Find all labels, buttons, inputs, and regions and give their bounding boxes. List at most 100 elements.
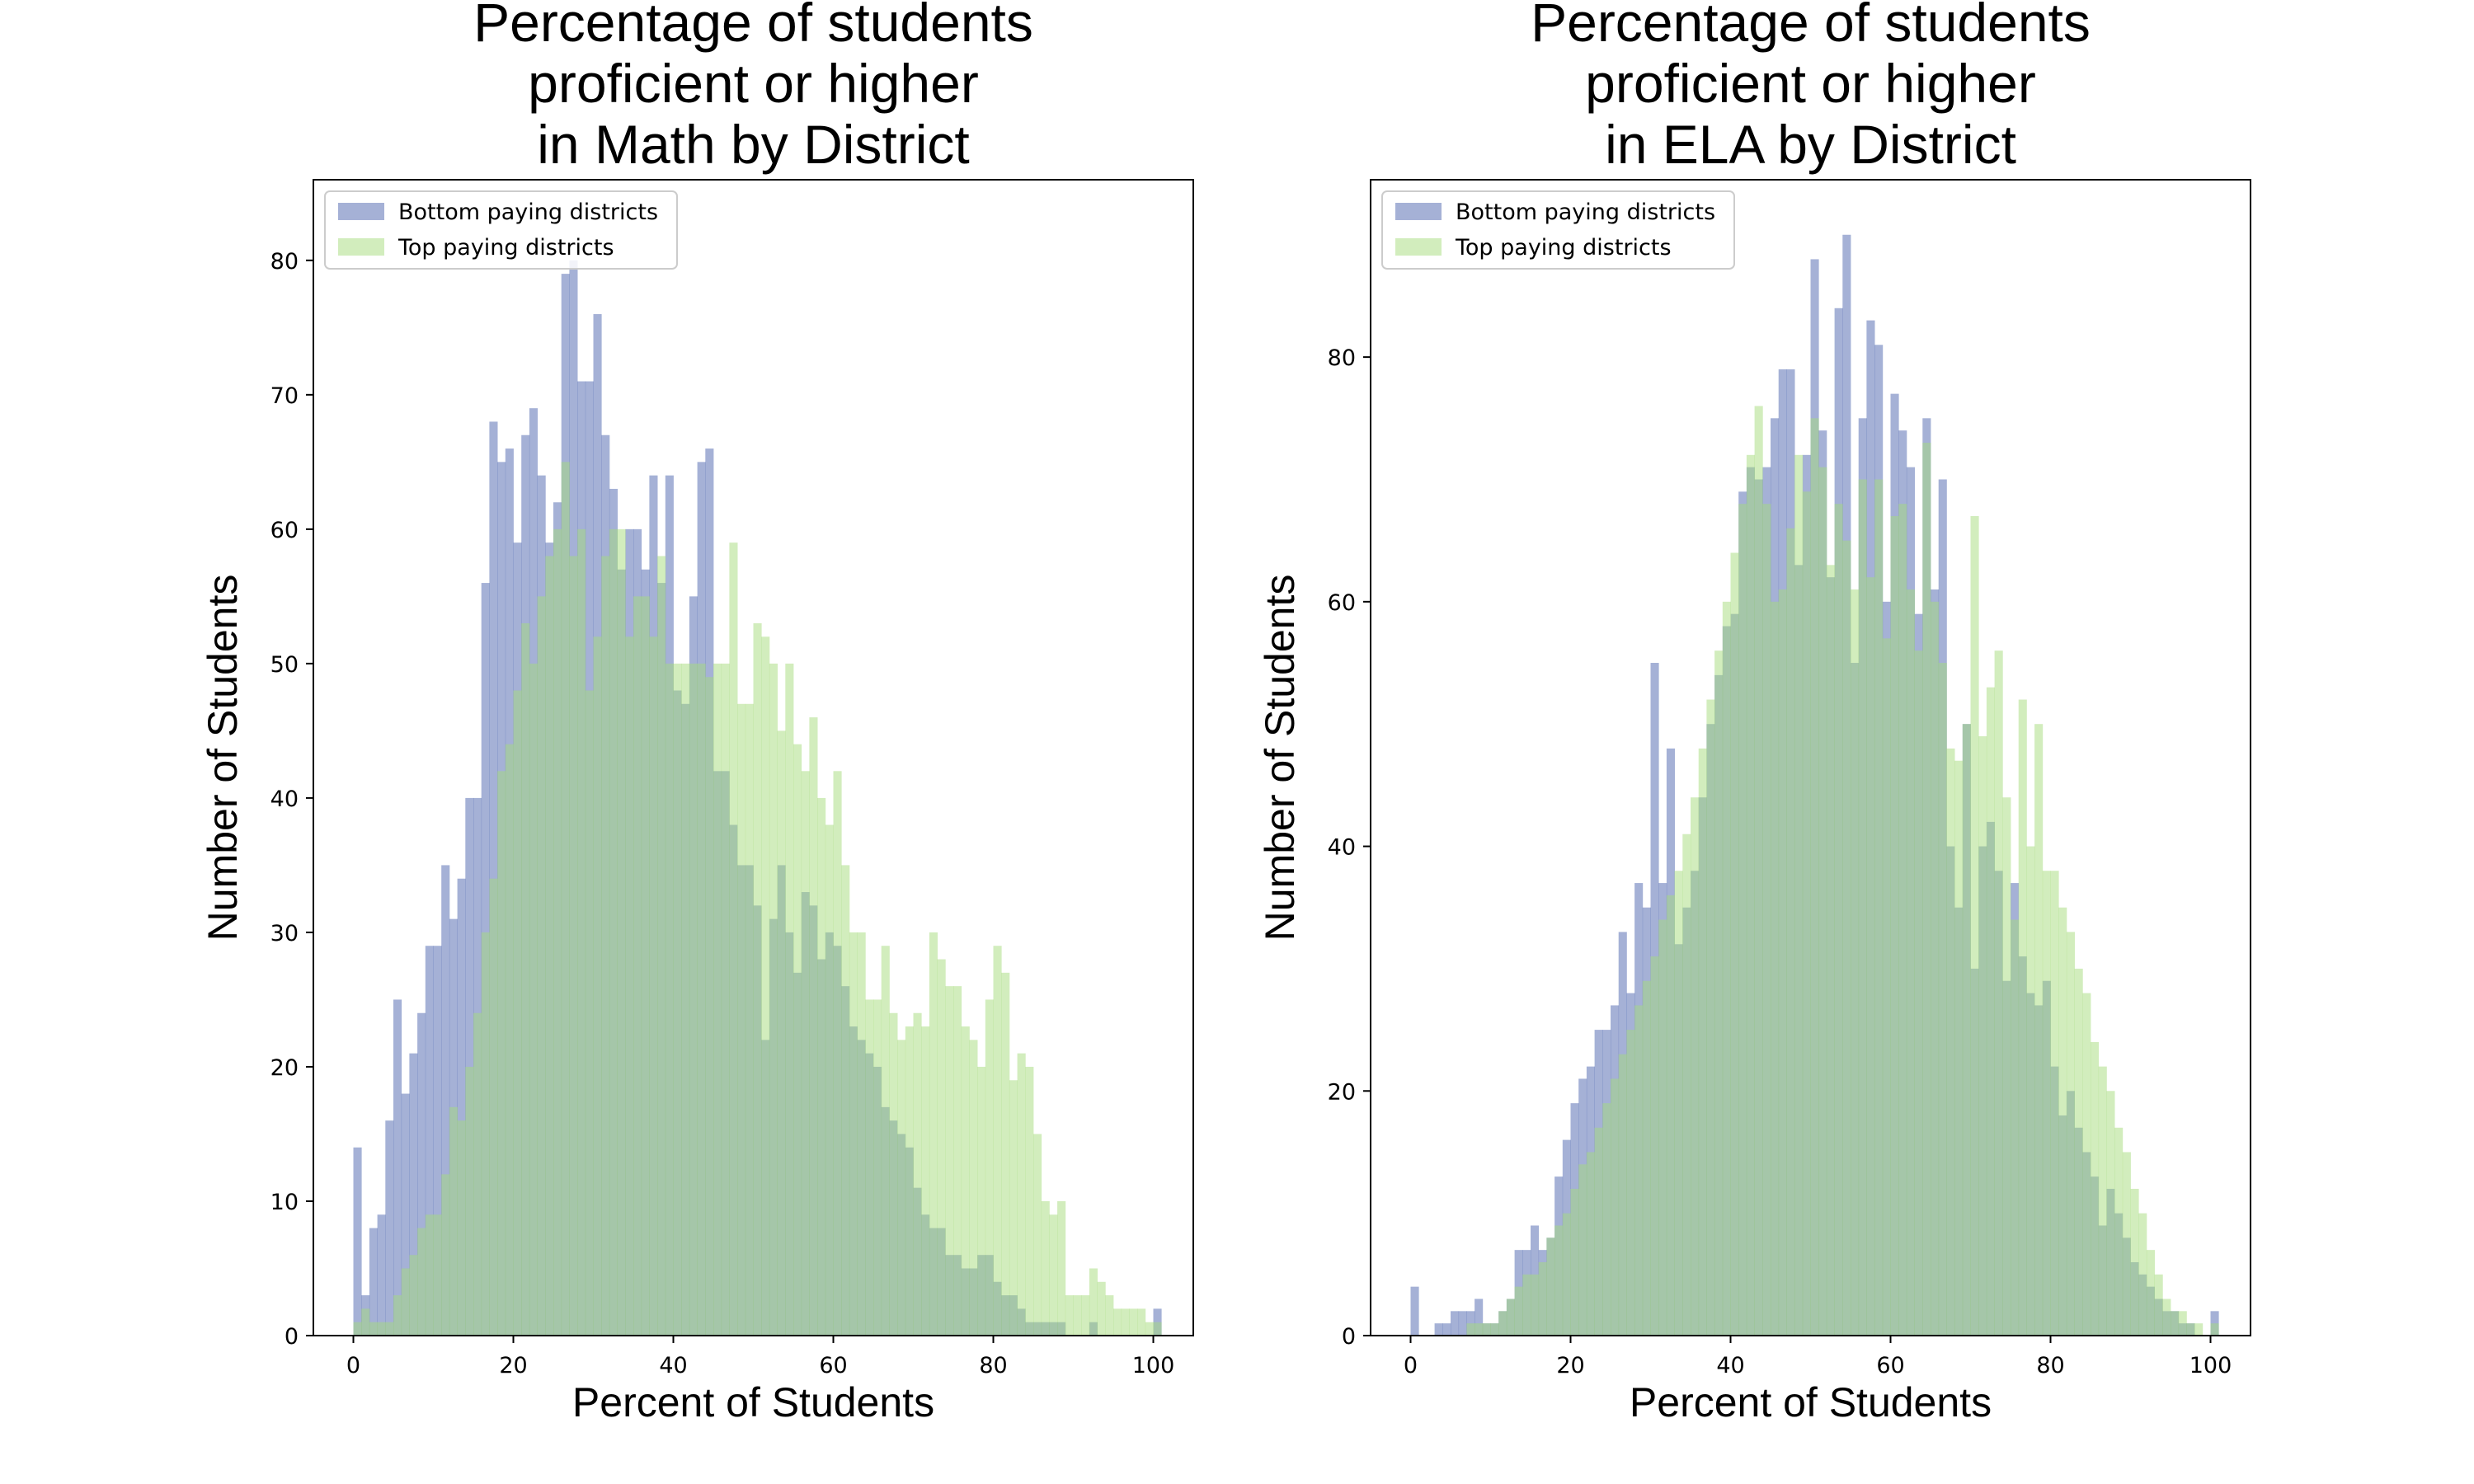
histogram-bar xyxy=(2066,932,2075,1336)
histogram-bar xyxy=(737,703,746,1336)
histogram-bar xyxy=(1986,687,1995,1336)
histogram-bar xyxy=(1033,1134,1042,1336)
histogram-bar xyxy=(633,596,642,1336)
histogram-bar xyxy=(593,636,602,1336)
histogram-bar xyxy=(1001,972,1010,1336)
histogram-bar xyxy=(1954,760,1964,1336)
histogram-bar xyxy=(1009,1080,1018,1336)
histogram-bar xyxy=(1722,601,1731,1336)
histogram-bar xyxy=(1691,797,1700,1336)
histogram-bar xyxy=(1153,1322,1162,1336)
histogram-bar xyxy=(1611,1078,1620,1336)
histogram-bar xyxy=(993,946,1002,1336)
histogram-bar xyxy=(441,1174,450,1336)
histogram-bar xyxy=(425,1214,434,1336)
histogram-bar xyxy=(1746,454,1755,1336)
histogram-bar xyxy=(1754,406,1763,1336)
histogram-bar xyxy=(1970,515,1979,1336)
histogram-bar xyxy=(1594,1127,1603,1336)
histogram-bar xyxy=(889,1012,898,1336)
histogram-bar xyxy=(2186,1323,2195,1336)
histogram-bar xyxy=(497,771,506,1336)
histogram-bar xyxy=(1962,724,1971,1336)
histogram-bar xyxy=(945,986,954,1336)
histogram-bar xyxy=(857,932,866,1336)
histogram-bar xyxy=(401,1268,410,1336)
histogram-bar xyxy=(1522,1274,1531,1336)
x-tick-label: 80 xyxy=(2036,1353,2064,1378)
histogram-bar xyxy=(425,946,434,1336)
math-legend xyxy=(324,190,678,270)
x-tick-label: 40 xyxy=(659,1353,687,1378)
ela-title-line-3: in ELA by District xyxy=(1605,114,2016,175)
histogram-bar xyxy=(369,1322,378,1336)
x-tick-label: 0 xyxy=(1404,1353,1418,1378)
histogram-bar xyxy=(1073,1295,1082,1336)
histogram-bar xyxy=(937,959,946,1336)
histogram-bar xyxy=(1105,1295,1114,1336)
x-tick-label: 0 xyxy=(346,1353,360,1378)
histogram-bar xyxy=(417,1228,426,1336)
histogram-bar xyxy=(1906,589,1915,1336)
histogram-bar xyxy=(1642,980,1651,1336)
math-title-line-3: in Math by District xyxy=(537,114,969,175)
histogram-bar xyxy=(1531,1274,1540,1336)
histogram-bar xyxy=(913,1012,922,1336)
histogram-bar xyxy=(649,636,658,1336)
histogram-bar xyxy=(1834,504,1843,1336)
y-tick-label: 40 xyxy=(1328,835,1356,861)
histogram-bar xyxy=(1698,748,1707,1336)
histogram-bar xyxy=(2210,1323,2219,1336)
histogram-bar xyxy=(761,636,770,1336)
histogram-bar xyxy=(1874,479,1884,1336)
histogram-bar xyxy=(1475,1323,1484,1336)
histogram-bar xyxy=(385,1120,394,1336)
histogram-bar xyxy=(793,744,802,1336)
histogram-bar xyxy=(1578,1164,1587,1336)
histogram-bar xyxy=(1562,1213,1571,1336)
x-tick-label: 60 xyxy=(1876,1353,1904,1378)
x-tick-label: 60 xyxy=(819,1353,847,1378)
histogram-bar xyxy=(1554,1225,1564,1336)
histogram-bar xyxy=(409,1053,418,1336)
histogram-bar xyxy=(513,690,522,1336)
histogram-bar xyxy=(1626,1030,1635,1336)
histogram-bar xyxy=(1498,1311,1507,1336)
histogram-bar xyxy=(1682,834,1691,1336)
histogram-bar xyxy=(2178,1311,2187,1336)
histogram-bar xyxy=(1978,736,1987,1336)
histogram-bar xyxy=(953,986,962,1336)
histogram-bar xyxy=(1786,528,1795,1336)
histogram-bar xyxy=(1851,589,1860,1336)
histogram-bar xyxy=(1794,454,1804,1336)
histogram-bar xyxy=(505,744,514,1336)
histogram-bar xyxy=(1674,871,1683,1336)
y-tick-label: 20 xyxy=(1328,1079,1356,1105)
histogram-bar xyxy=(585,690,594,1336)
histogram-bar xyxy=(1546,1237,1555,1336)
histogram-bar xyxy=(617,528,626,1336)
histogram-bar xyxy=(2011,919,2020,1336)
legend-label: Bottom paying districts xyxy=(398,200,658,225)
x-tick-label: 40 xyxy=(1716,1353,1744,1378)
histogram-bar xyxy=(2082,993,2091,1336)
legend-swatch xyxy=(1395,203,1442,220)
histogram-bar xyxy=(521,622,530,1336)
histogram-bar xyxy=(1434,1323,1443,1336)
histogram-bar xyxy=(2098,1066,2107,1336)
histogram-bar xyxy=(473,1012,482,1336)
histogram-bar xyxy=(1810,418,1819,1336)
legend-swatch xyxy=(338,203,384,220)
x-tick-label: 20 xyxy=(1556,1353,1584,1378)
histogram-bar xyxy=(1570,1188,1579,1336)
histogram-bar xyxy=(1025,1066,1034,1336)
histogram-bar xyxy=(873,999,882,1336)
x-tick-label: 80 xyxy=(979,1353,1007,1378)
histogram-bar xyxy=(353,1147,362,1336)
histogram-bar xyxy=(1057,1200,1066,1336)
x-tick-label: 20 xyxy=(499,1353,527,1378)
histogram-bar xyxy=(1730,552,1739,1336)
histogram-bar xyxy=(713,663,722,1336)
